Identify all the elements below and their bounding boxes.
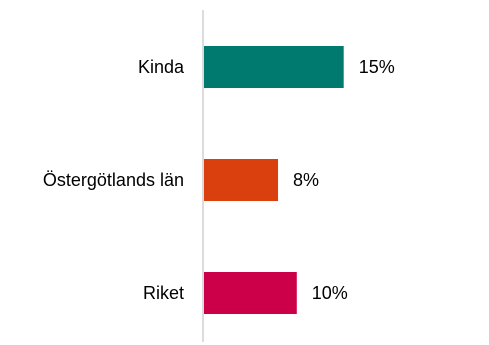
category-label-ostergotlands-lan: Östergötlands län — [43, 170, 184, 190]
value-labels-group: 15% 8% 10% — [293, 57, 395, 303]
value-label-kinda: 15% — [359, 57, 395, 77]
category-labels-group: Kinda Östergötlands län Riket — [43, 57, 185, 303]
category-label-riket: Riket — [143, 283, 184, 303]
category-label-kinda: Kinda — [138, 57, 185, 77]
value-label-riket: 10% — [312, 283, 348, 303]
bars-group — [204, 46, 344, 314]
value-label-ostergotlands-lan: 8% — [293, 170, 319, 190]
bar-ostergotlands-lan — [204, 159, 279, 201]
bar-kinda — [204, 46, 344, 88]
bar-riket — [204, 272, 297, 314]
